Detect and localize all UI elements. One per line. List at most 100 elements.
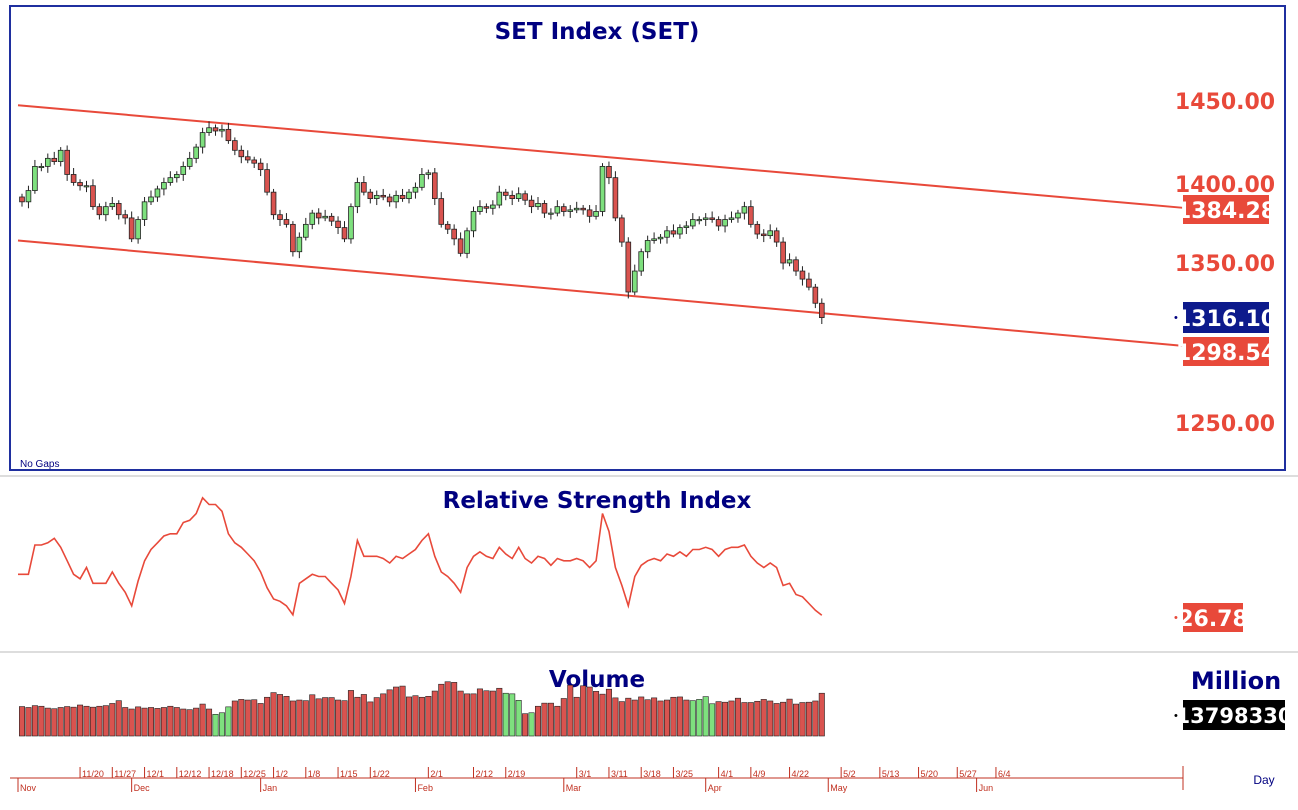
candle-body: [535, 203, 541, 208]
volume-bar: [431, 690, 438, 737]
candle-body: [567, 209, 574, 212]
x-day-label: 12/18: [211, 769, 234, 779]
volume-unit-label: Million: [1191, 667, 1281, 695]
candle-body: [619, 217, 625, 243]
channel-upper-tag-bg: [1183, 195, 1269, 224]
x-day-label: 2/19: [508, 769, 526, 779]
volume-bar: [567, 684, 574, 737]
x-day-label: 5/20: [921, 769, 939, 779]
candle-body: [638, 251, 644, 272]
candle-body: [251, 159, 258, 164]
candle-body: [606, 165, 612, 179]
volume-bar: [341, 700, 348, 737]
candle-body: [296, 236, 303, 253]
candle-body: [696, 219, 703, 222]
candle-body: [32, 165, 38, 191]
candle-body: [290, 223, 296, 253]
candle-body: [302, 223, 309, 238]
volume-bar: [586, 686, 593, 737]
volume-bar: [792, 703, 799, 737]
volume-bar: [154, 708, 161, 737]
volume-bar: [618, 701, 625, 737]
volume-bar: [393, 686, 400, 737]
candle-body: [199, 132, 206, 148]
candle-body: [361, 182, 367, 193]
volume-bar: [593, 691, 600, 737]
volume-bar: [380, 693, 387, 737]
x-month-label: Dec: [134, 783, 151, 793]
candle-body: [135, 219, 141, 240]
candle-body: [451, 228, 457, 240]
candle-body: [341, 227, 348, 240]
candle-body: [193, 146, 199, 159]
volume-bar: [483, 690, 490, 737]
candle-body: [25, 190, 32, 203]
volume-bar: [464, 693, 471, 737]
x-day-label: 1/15: [340, 769, 358, 779]
candle-body: [348, 206, 354, 240]
volume-bar: [18, 706, 25, 737]
candle-body: [96, 206, 103, 216]
x-day-label: 4/22: [792, 769, 810, 779]
volume-bar: [122, 707, 129, 737]
x-axis-ticks: 11/20 11/27 12/1 12/12 12/18 12/25 1/2 1/8 1/15 1…: [17, 767, 1011, 793]
volume-bar: [728, 700, 735, 737]
channel-lower-tag-bg: [1183, 337, 1269, 366]
volume-bar: [502, 692, 509, 737]
candle-body: [502, 191, 509, 196]
last-price-tag: 1316.10: [1176, 307, 1276, 332]
volume-bar: [438, 683, 445, 737]
volume-bar: [167, 705, 174, 737]
volume-bar: [515, 700, 522, 737]
candle-body: [90, 185, 96, 208]
channel-lower-tag: 1298.54: [1176, 341, 1276, 366]
candle-body: [173, 174, 180, 179]
candle-body: [180, 165, 187, 175]
candle-body: [806, 278, 812, 288]
x-day-label: 6/4: [998, 769, 1011, 779]
volume-bar: [799, 702, 806, 737]
volume-bar: [64, 706, 71, 737]
candle-body: [19, 196, 25, 203]
candle-body: [393, 194, 399, 203]
candle-body: [161, 182, 167, 190]
candle-body: [386, 196, 393, 203]
volume-bar: [663, 699, 670, 737]
volume-bar: [296, 699, 303, 737]
x-day-label: 5/13: [882, 769, 900, 779]
volume-bar: [444, 681, 451, 737]
volume-bar: [412, 695, 419, 737]
volume-bar: [496, 687, 503, 737]
candle-body: [515, 193, 522, 200]
candle-body: [657, 236, 664, 240]
candle-body: [541, 203, 548, 214]
candle-body: [141, 201, 148, 220]
x-day-label: 1/22: [372, 769, 390, 779]
candle-body: [238, 149, 245, 158]
candle-body: [812, 286, 819, 304]
volume-bar: [199, 703, 206, 737]
volume-bar: [44, 707, 51, 737]
volume-marker: •: [1174, 710, 1178, 722]
volume-bar: [683, 699, 690, 737]
volume-bar: [51, 708, 58, 737]
volume-bar: [767, 700, 774, 737]
volume-bar: [373, 697, 380, 737]
candle-body: [670, 230, 677, 235]
volume-bar: [386, 689, 393, 737]
price-tick-1250: 1250.00: [1175, 412, 1275, 437]
candle-body: [148, 196, 154, 203]
volume-bar: [528, 712, 535, 737]
candle-body: [109, 203, 116, 208]
candle-body: [780, 241, 786, 264]
volume-bar: [509, 693, 516, 737]
x-day-label: 4/1: [721, 769, 734, 779]
x-day-label: 3/18: [643, 769, 661, 779]
candle-body: [154, 188, 161, 198]
candle-body: [819, 302, 825, 318]
volume-bar: [715, 701, 722, 737]
volume-bar: [276, 694, 283, 737]
channel-upper-line: [17, 104, 1184, 209]
candle-body: [586, 209, 593, 217]
x-day-label: 11/20: [82, 769, 104, 779]
